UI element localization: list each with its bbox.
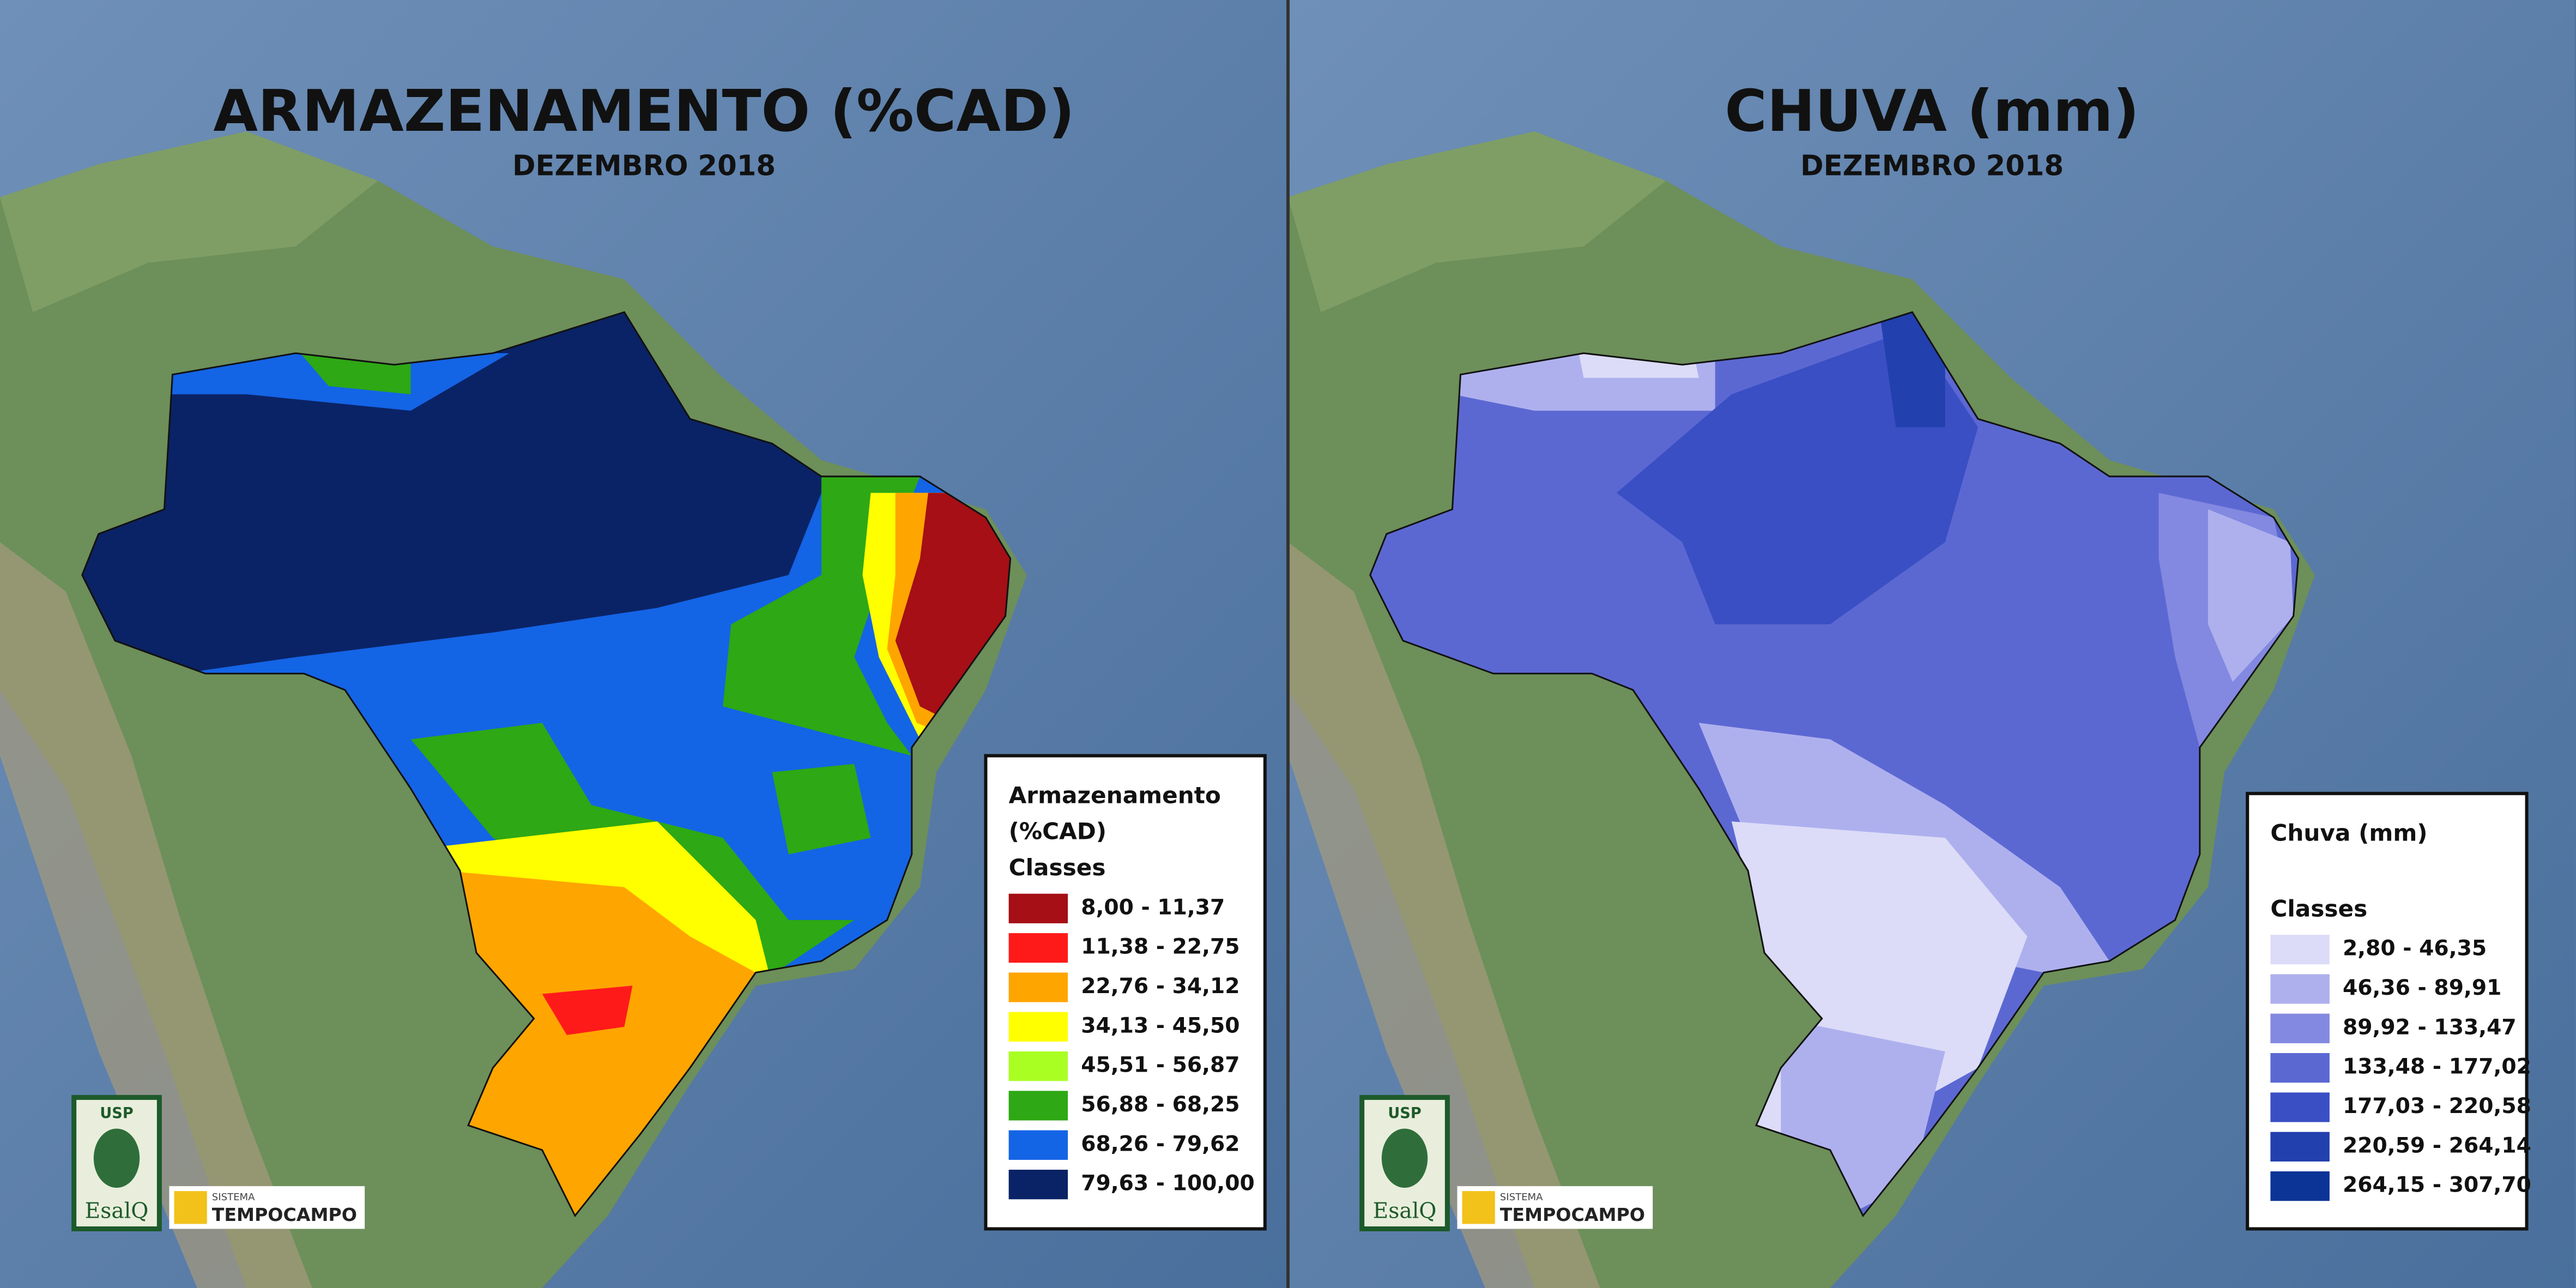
legend-swatch — [1008, 1169, 1068, 1200]
map-panel — [1288, 0, 2574, 1288]
legend-label: 34,13 - 45,50 — [1081, 1013, 1239, 1038]
esalq-logo — [1359, 1095, 1450, 1232]
legend-swatch — [2270, 1132, 2330, 1162]
panel-title: CHUVA (mm) — [1725, 77, 2139, 144]
logo-brand: TEMPOCAMPO — [1500, 1204, 1645, 1225]
legend-label: 8,00 - 11,37 — [1081, 895, 1225, 920]
legend-subtitle: Classes — [1009, 854, 1106, 881]
legend-label: 46,36 - 89,91 — [2343, 976, 2501, 1000]
legend-label: 2,80 - 46,35 — [2343, 936, 2487, 961]
legend-swatch — [2270, 934, 2330, 965]
legend-title: (%CAD) — [1009, 818, 1106, 845]
legend-swatch — [1008, 893, 1068, 923]
map-region — [2208, 509, 2294, 682]
logo-emblem — [93, 1128, 140, 1188]
legend-label: 11,38 - 22,75 — [1081, 935, 1239, 959]
panel-subtitle: DEZEMBRO 2018 — [512, 149, 776, 182]
legend-subtitle: Classes — [2270, 895, 2367, 922]
legend-swatch — [1008, 972, 1068, 1002]
logo-esalq: EsalQ — [1373, 1199, 1437, 1223]
map-region — [1879, 312, 1945, 427]
legend-label: 79,63 - 100,00 — [1081, 1171, 1255, 1196]
legend-label: 68,26 - 79,62 — [1081, 1132, 1239, 1156]
logo-esalq: EsalQ — [85, 1199, 149, 1223]
panel-title: ARMAZENAMENTO (%CAD) — [213, 77, 1074, 144]
brazil-outline — [81, 311, 1012, 1218]
legend-title: Armazenamento — [1009, 782, 1221, 808]
legend-label: 56,88 - 68,25 — [1081, 1092, 1239, 1117]
legend-swatch — [1008, 1091, 1068, 1121]
legend-swatch — [1008, 1012, 1068, 1042]
legend-swatch — [2270, 1013, 2330, 1043]
panel-subtitle: DEZEMBRO 2018 — [1800, 149, 2064, 182]
logo-system: SISTEMA — [1500, 1192, 1543, 1203]
logo-emblem — [1381, 1128, 1428, 1188]
logo-system: SISTEMA — [212, 1192, 255, 1203]
legend-label: 264,15 - 307,70 — [2343, 1173, 2531, 1198]
legend-label: 22,76 - 34,12 — [1081, 974, 1239, 999]
legend-swatch — [1008, 1130, 1068, 1160]
logo-usp: USP — [1388, 1105, 1421, 1122]
tempocampo-icon — [1462, 1191, 1495, 1224]
legend-label: 220,59 - 264,14 — [2343, 1133, 2531, 1158]
map-region — [1616, 328, 1978, 625]
legend-swatch — [2270, 1092, 2330, 1122]
map-region — [772, 764, 871, 855]
logo-usp: USP — [100, 1105, 133, 1122]
legend-swatch — [2270, 1053, 2330, 1083]
legend-swatch — [2270, 974, 2330, 1004]
map-region — [542, 985, 633, 1035]
logo-brand: TEMPOCAMPO — [212, 1204, 357, 1225]
legend-label: 89,92 - 133,47 — [2343, 1015, 2517, 1039]
legend-label: 45,51 - 56,87 — [1081, 1053, 1239, 1078]
legend-label: 177,03 - 220,58 — [2343, 1094, 2531, 1118]
map-panel — [0, 0, 1286, 1288]
legend-swatch — [1008, 933, 1068, 963]
legend-swatch — [2270, 1171, 2330, 1201]
brazil-outline — [1369, 311, 2300, 1218]
legend-box — [2246, 791, 2529, 1231]
tempocampo-icon — [174, 1191, 207, 1224]
legend-title: Chuva (mm) — [2270, 820, 2427, 846]
legend-label: 133,48 - 177,02 — [2343, 1055, 2531, 1079]
legend-swatch — [1008, 1051, 1068, 1081]
